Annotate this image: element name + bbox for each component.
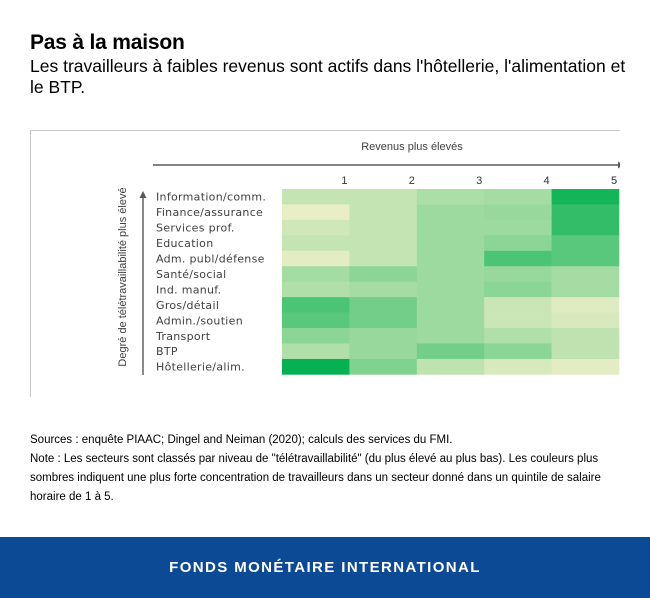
heatmap-cell [484,343,552,360]
x-tick-labels: 1 2 3 4 5 [341,175,617,187]
heatmap-cell [349,328,418,344]
heatmap-cell [551,204,620,221]
heatmap-cell [282,297,350,313]
heatmap-cell [484,328,552,344]
heatmap-cell [551,235,620,252]
heatmap-cell [416,281,485,298]
y-tick-label: Services prof. [156,222,235,235]
heatmap-cell [416,189,485,205]
heatmap-cell [484,297,552,313]
heatmap-cell [416,266,485,282]
x-axis-arrowhead [618,161,620,169]
heatmap-cell [551,297,620,313]
heatmap-cell [282,189,350,205]
y-tick-label: Hôtellerie/alim. [156,361,245,374]
heatmap-cell [484,281,552,298]
heatmap-cell [349,266,418,282]
y-tick-label: Finance/assurance [156,206,263,219]
x-tick-label: 2 [409,175,415,187]
heatmap-cell [349,235,418,252]
heatmap-cell [551,189,620,205]
x-tick-label: 4 [544,175,550,187]
heatmap-cell [282,358,350,375]
footer-banner: FONDS MONÉTAIRE INTERNATIONAL [0,537,650,598]
heatmap-cell [282,281,350,298]
note-text: Note : Les secteurs sont classés par niv… [30,453,601,503]
heatmap-cell [551,312,620,329]
x-tick-label: 1 [341,175,347,187]
heatmap-cell [349,204,418,221]
heatmap-cell [484,250,552,267]
y-tick-label: Information/comm. [156,191,266,204]
heatmap-cell [282,343,350,360]
heatmap-cell [484,204,552,221]
y-tick-label: Adm. publ/défense [156,253,265,266]
heatmap-cell [282,250,350,267]
x-tick-label: 3 [476,175,482,187]
heatmap-cell [551,281,620,298]
x-tick-label: 5 [611,175,617,187]
heatmap-cell [349,343,418,360]
heatmap-cell [349,219,418,236]
heatmap-cell [551,250,620,267]
heatmap-cell [484,266,552,282]
heatmap-cell [551,358,620,375]
heatmap-cell [416,343,485,360]
heatmap-cell [416,312,485,329]
heatmap-cell [349,250,418,267]
heatmap-cell [416,358,485,375]
heatmap-cell [416,235,485,252]
heatmap-chart: Revenus plus élevés Degré de télétravail… [30,130,620,397]
heatmap-cell [484,219,552,236]
heatmap-cell [551,328,620,344]
heatmap-cell [349,281,418,298]
heatmap-cell [282,266,350,282]
heatmap-cell [349,358,418,375]
heatmap-cell [484,189,552,205]
heatmap-cells [282,189,620,375]
chart-notes: Sources : enquête PIAAC; Dingel and Neim… [30,431,620,507]
y-axis-title: Degré de télétravaillabilité plus élevé [117,187,129,366]
heatmap-cell [282,204,350,221]
y-tick-label: Admin./soutien [156,314,243,327]
footer-label: FONDS MONÉTAIRE INTERNATIONAL [169,559,481,576]
heatmap-svg: Revenus plus élevés Degré de télétravail… [30,130,620,397]
sources-text: Sources : enquête PIAAC; Dingel and Neim… [30,434,453,446]
y-axis-arrowhead [139,191,147,198]
heatmap-cell [484,312,552,329]
heatmap-cell [349,297,418,313]
y-tick-label: Ind. manuf. [156,283,221,296]
heatmap-cell [416,297,485,313]
heatmap-cell [282,235,350,252]
heatmap-cell [282,328,350,344]
heatmap-cell [484,235,552,252]
heatmap-cell [551,266,620,282]
y-tick-label: BTP [156,345,178,358]
heatmap-cell [349,189,418,205]
y-tick-labels: Information/comm. Finance/assurance Servic… [155,191,266,374]
chart-title: Pas à la maison [30,31,185,54]
heatmap-cell [551,343,620,360]
y-tick-label: Gros/détail [156,299,219,312]
heatmap-cell [349,312,418,329]
heatmap-cell [484,358,552,375]
y-tick-label: Education [156,237,213,250]
heatmap-cell [282,312,350,329]
y-tick-label: Transport [155,330,211,343]
heatmap-cell [551,219,620,236]
x-axis-title: Revenus plus élevés [361,141,463,153]
heatmap-cell [416,204,485,221]
y-tick-label: Santé/social [156,268,226,281]
chart-subtitle: Les travailleurs à faibles revenus sont … [30,56,626,97]
heatmap-cell [416,328,485,344]
heatmap-cell [416,219,485,236]
heatmap-cell [282,219,350,236]
heatmap-cell [416,250,485,267]
